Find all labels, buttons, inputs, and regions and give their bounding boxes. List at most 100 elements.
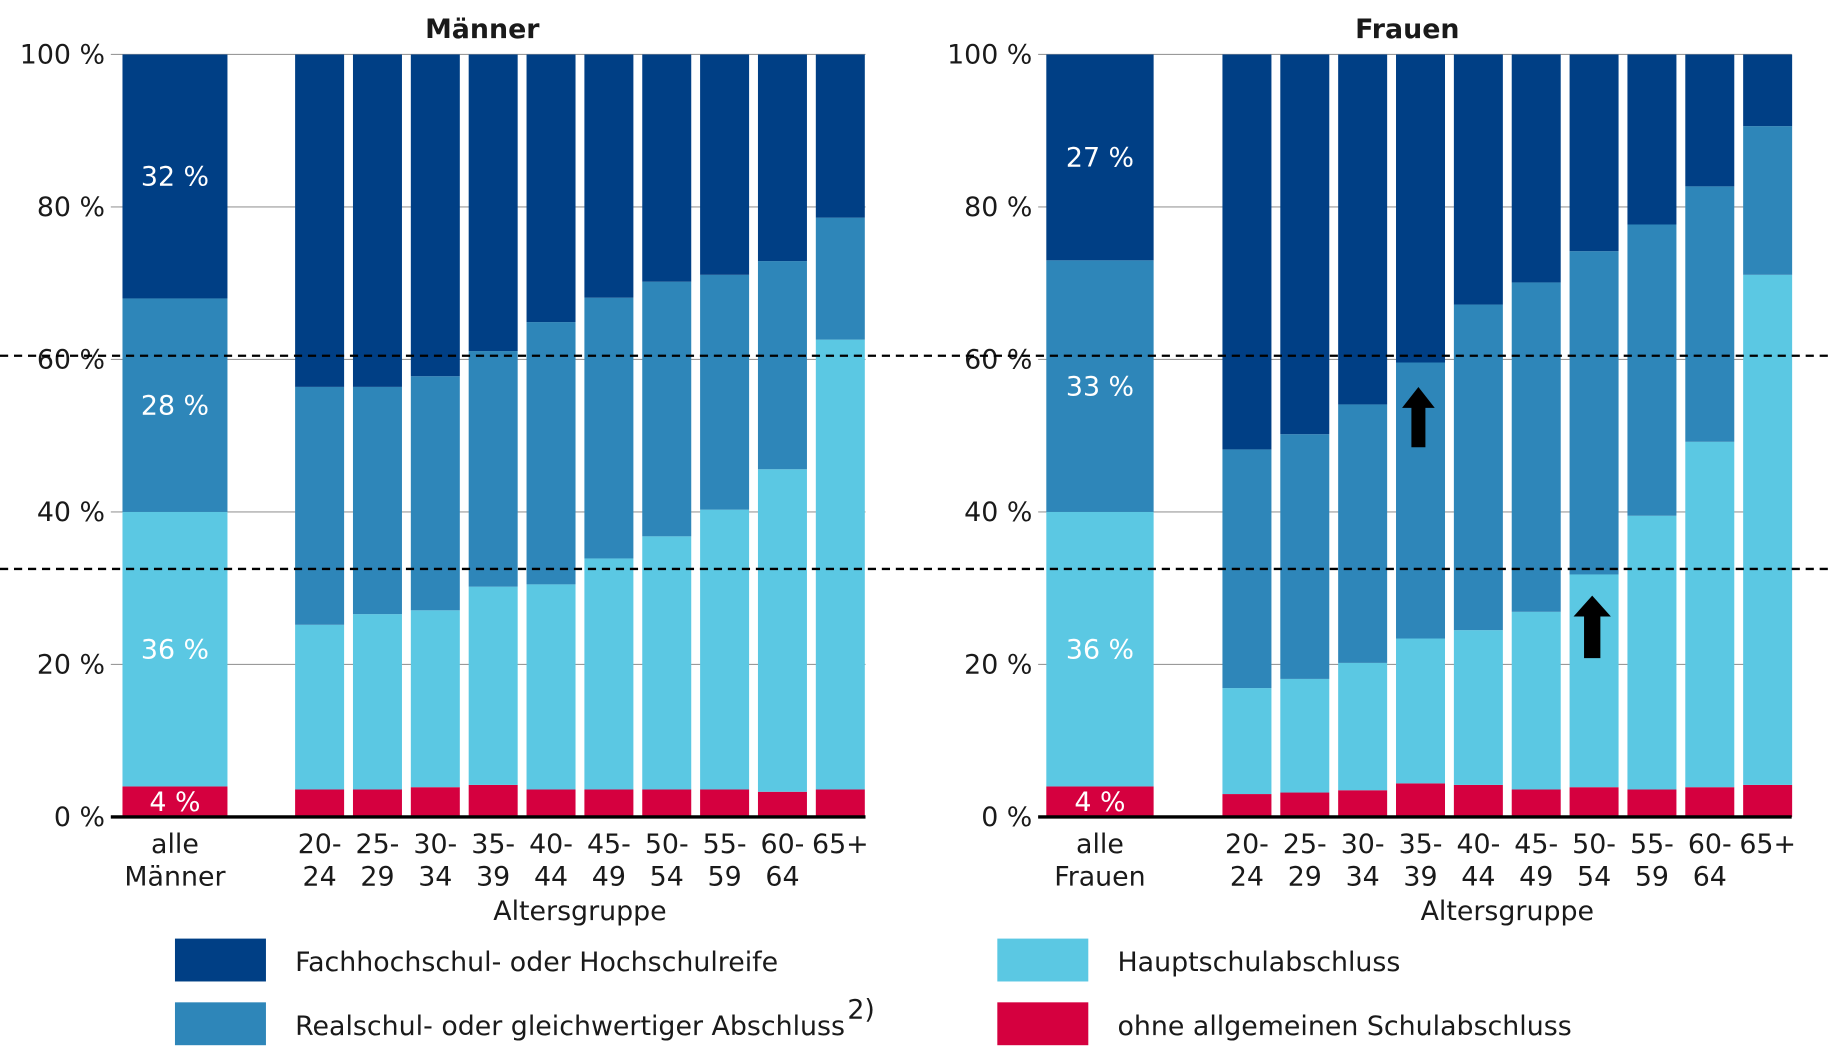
bar-segment (410, 610, 460, 788)
bar-segment (815, 789, 865, 817)
x-tick-label: alle Männer (124, 829, 225, 892)
x-tick-label: alle Frauen (1054, 829, 1145, 892)
bar-segment (1453, 304, 1503, 631)
legend-swatch (174, 938, 266, 982)
bar-segment (700, 274, 750, 510)
x-tick-label: 60-64 (761, 829, 805, 892)
data-label: 33 % (1066, 371, 1134, 402)
bar-segment (1627, 515, 1677, 790)
bar-segment (1338, 404, 1388, 663)
plots: Männer 0 % 20 % 40 % 60 % 80 % 100 % 4 % 36 % 28 … (20, 14, 1796, 927)
y-tick-label: 40 % (37, 497, 105, 528)
bar-segment (1396, 783, 1446, 817)
bar-segment (468, 351, 518, 587)
bar-segment (1338, 662, 1388, 791)
bar-segment (1046, 54, 1154, 261)
y-tick-label: 0 % (981, 802, 1032, 833)
bar-segment (1685, 787, 1735, 817)
bar-segment (1627, 224, 1677, 516)
bar-segment (642, 281, 692, 537)
bar-segment (1222, 54, 1272, 450)
bar-segment (526, 322, 576, 585)
legend-footnote: 2) (847, 995, 875, 1026)
y-tick-label: 60 % (37, 345, 105, 376)
bar-segment (1685, 186, 1735, 442)
data-label: 27 % (1066, 143, 1134, 174)
data-label: 4 % (1074, 787, 1125, 818)
x-tick-label: 50-54 (645, 829, 689, 892)
bar-segment (1222, 794, 1272, 817)
x-tick-label: 45-49 (587, 829, 631, 892)
bar-segment (468, 586, 518, 785)
bar-segment (1511, 611, 1561, 790)
x-tick-label: 35-39 (1399, 829, 1443, 892)
bar-segment (526, 789, 576, 817)
data-label: 32 % (141, 162, 209, 193)
x-tick-label: 55-59 (1630, 829, 1674, 892)
bar-segment (1511, 789, 1561, 817)
bar-segment (1222, 688, 1272, 795)
bar-segment (757, 791, 807, 817)
x-tick-label: 40-44 (1456, 829, 1500, 892)
legend: ohne allgemeinen Schulabschluss Hauptschu… (174, 938, 1572, 1046)
bar-segment (1511, 282, 1561, 612)
bar-segment (352, 386, 402, 615)
x-axis-label: Altersgruppe (1421, 896, 1594, 927)
y-tick-label: 60 % (964, 345, 1032, 376)
bar-segment (1396, 638, 1446, 784)
bar-segment (1453, 630, 1503, 785)
bar-segment (526, 54, 576, 323)
bar-segment (700, 54, 750, 275)
bar-segment (757, 261, 807, 470)
x-tick-label: 65+ (1739, 829, 1796, 860)
bar-segment (700, 789, 750, 817)
x-tick-label: 60-64 (1688, 829, 1732, 892)
legend-swatch (174, 1002, 266, 1046)
data-label: 28 % (141, 391, 209, 422)
bar-segment (1743, 784, 1793, 817)
bar-segment (1338, 54, 1388, 405)
bar-segment (642, 536, 692, 790)
bar-segment (1046, 786, 1154, 817)
bar-segment (584, 558, 634, 790)
x-tick-label: 35-39 (471, 829, 515, 892)
y-tick-label: 80 % (964, 192, 1032, 223)
data-label: 36 % (1066, 635, 1134, 666)
bar-segment (295, 386, 345, 625)
x-axis-label: Altersgruppe (493, 896, 666, 927)
legend-label: Hauptschulabschluss (1117, 947, 1400, 978)
bar-segment (700, 509, 750, 790)
bar-segment (1396, 54, 1446, 363)
bar-segment (1569, 251, 1619, 575)
bar-segment (468, 54, 518, 352)
bar-segment (584, 297, 634, 559)
bar-segment (1743, 126, 1793, 275)
bar-segment (815, 217, 865, 340)
bar-segment (352, 789, 402, 817)
bar-segment (122, 786, 228, 817)
bar-segment (1453, 54, 1503, 305)
bar-segment (642, 54, 692, 282)
bar-segment (295, 54, 345, 387)
bar-segment (1685, 54, 1735, 187)
y-tick-label: 100 % (20, 40, 105, 71)
bar-segment (295, 624, 345, 790)
bar-segment (1046, 511, 1154, 787)
arrow (1402, 387, 1435, 448)
bar-segment (1569, 787, 1619, 817)
x-tick-label: 30-34 (413, 829, 457, 892)
bar-segment (1743, 274, 1793, 785)
bar-segment (526, 584, 576, 790)
bar-segment (122, 54, 228, 299)
bar-segment (352, 54, 402, 387)
y-tick-label: 80 % (37, 192, 105, 223)
bar-segment (1280, 792, 1330, 817)
bar-segment (1280, 54, 1330, 435)
bar-segment (815, 54, 865, 218)
bar-segment (757, 54, 807, 262)
x-tick-label: 55-59 (703, 829, 747, 892)
bar-segment (122, 511, 228, 787)
bar-segment (584, 789, 634, 817)
bar-segment (122, 298, 228, 512)
